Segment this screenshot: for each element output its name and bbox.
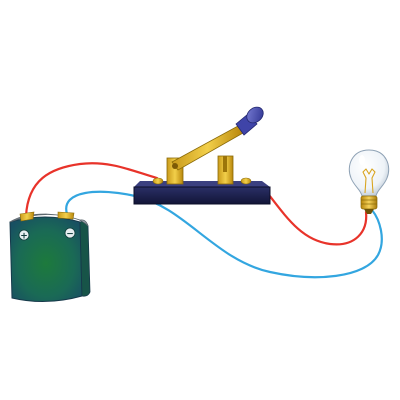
battery-negative-label: − xyxy=(66,230,74,240)
knife-switch xyxy=(133,106,271,205)
bulb-filament xyxy=(362,168,376,194)
battery-side xyxy=(79,221,91,297)
blue-wire-battery-to-bulb xyxy=(65,190,383,279)
battery-positive-terminal xyxy=(19,211,35,222)
switch-handle xyxy=(235,106,264,136)
battery: + − xyxy=(9,211,91,303)
bulb-base xyxy=(360,195,378,210)
red-wire-switch-to-bulb xyxy=(260,184,368,246)
battery-negative-terminal xyxy=(57,211,75,220)
light-bulb xyxy=(348,149,390,214)
battery-positive-label: + xyxy=(20,232,28,242)
switch-terminal-left xyxy=(152,177,164,185)
red-wire-battery-to-switch xyxy=(24,162,159,218)
switch-base xyxy=(133,186,271,205)
switch-terminal-right xyxy=(240,177,252,185)
